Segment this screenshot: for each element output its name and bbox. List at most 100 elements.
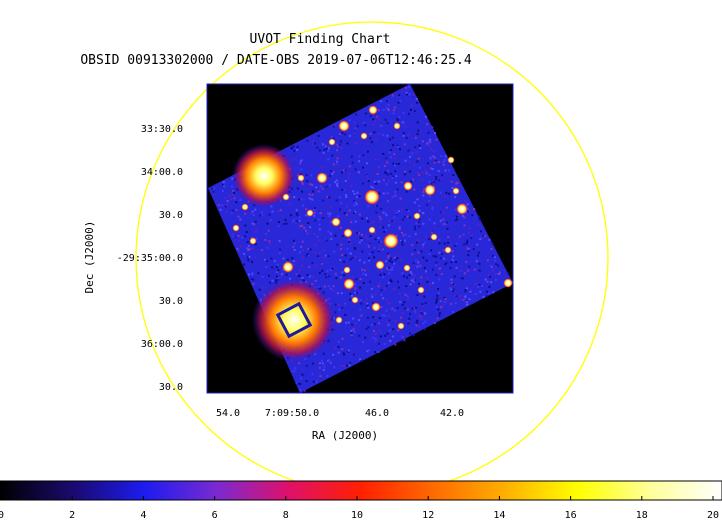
noise-pixel	[292, 245, 295, 248]
noise-pixel	[359, 299, 362, 302]
noise-pixel	[328, 196, 331, 199]
noise-pixel	[358, 334, 361, 337]
noise-pixel	[401, 272, 404, 275]
noise-pixel	[476, 254, 479, 257]
noise-pixel	[366, 174, 368, 177]
noise-pixel	[353, 121, 356, 124]
noise-pixel	[479, 238, 482, 240]
noise-pixel	[355, 203, 358, 206]
noise-pixel	[341, 253, 344, 256]
noise-pixel	[438, 242, 441, 245]
noise-pixel	[376, 180, 379, 183]
noise-pixel	[352, 190, 355, 193]
noise-pixel	[400, 339, 403, 342]
noise-pixel	[276, 210, 279, 213]
noise-pixel	[331, 267, 334, 270]
noise-pixel	[329, 288, 332, 290]
noise-pixel	[309, 183, 312, 186]
noise-pixel	[340, 226, 342, 229]
noise-pixel	[491, 242, 494, 245]
noise-pixel	[412, 262, 415, 265]
noise-pixel	[343, 260, 346, 263]
noise-pixel	[393, 153, 396, 156]
noise-pixel	[426, 123, 429, 126]
noise-pixel	[299, 251, 302, 254]
noise-pixel	[329, 361, 332, 364]
noise-pixel	[446, 227, 449, 230]
noise-pixel	[368, 349, 371, 352]
noise-pixel	[237, 249, 240, 252]
noise-pixel	[372, 316, 375, 319]
noise-pixel	[378, 317, 381, 319]
noise-pixel	[383, 230, 386, 233]
noise-pixel	[450, 281, 453, 284]
noise-pixel	[362, 341, 364, 343]
noise-pixel	[361, 233, 363, 236]
noise-pixel	[497, 273, 500, 275]
noise-pixel	[478, 262, 481, 265]
noise-pixel	[329, 268, 332, 271]
noise-pixel	[362, 282, 365, 284]
noise-pixel	[391, 94, 394, 97]
star	[456, 203, 468, 215]
noise-pixel	[413, 249, 416, 251]
noise-pixel	[367, 306, 370, 309]
noise-pixel	[394, 190, 397, 193]
noise-pixel	[269, 219, 272, 222]
noise-pixel	[311, 184, 314, 186]
noise-pixel	[405, 91, 408, 94]
noise-pixel	[367, 326, 370, 329]
noise-pixel	[420, 310, 423, 313]
noise-pixel	[433, 181, 436, 184]
noise-pixel	[387, 267, 390, 270]
noise-pixel	[251, 210, 254, 213]
noise-pixel	[373, 333, 376, 336]
noise-pixel	[384, 334, 387, 337]
noise-pixel	[292, 260, 295, 263]
noise-pixel	[386, 332, 389, 335]
noise-pixel	[343, 364, 346, 367]
noise-pixel	[285, 222, 288, 225]
noise-pixel	[396, 146, 399, 148]
noise-pixel	[412, 263, 415, 266]
noise-pixel	[363, 261, 366, 264]
noise-pixel	[321, 269, 324, 272]
noise-pixel	[259, 214, 262, 217]
noise-pixel	[375, 332, 378, 334]
noise-pixel	[391, 220, 394, 223]
noise-pixel	[414, 310, 417, 313]
noise-pixel	[422, 243, 425, 246]
noise-pixel	[411, 152, 414, 155]
noise-pixel	[231, 209, 234, 212]
noise-pixel	[377, 342, 380, 345]
noise-pixel	[369, 234, 372, 237]
noise-pixel	[300, 245, 303, 248]
noise-pixel	[346, 364, 348, 367]
noise-pixel	[341, 132, 344, 134]
noise-pixel	[401, 208, 404, 211]
noise-pixel	[276, 271, 279, 274]
noise-pixel	[305, 254, 308, 257]
noise-pixel	[422, 194, 425, 197]
noise-pixel	[398, 227, 401, 230]
noise-pixel	[299, 388, 302, 391]
noise-pixel	[254, 230, 257, 233]
noise-pixel	[362, 154, 365, 157]
noise-pixel	[467, 203, 469, 206]
noise-pixel	[442, 305, 444, 308]
noise-pixel	[393, 341, 396, 344]
noise-pixel	[389, 340, 392, 342]
noise-pixel	[298, 219, 301, 222]
noise-pixel	[416, 101, 419, 104]
noise-pixel	[486, 259, 489, 262]
noise-pixel	[385, 309, 388, 312]
noise-pixel	[422, 222, 425, 225]
noise-pixel	[389, 219, 391, 222]
noise-pixel	[444, 195, 447, 198]
noise-pixel	[471, 214, 474, 217]
noise-pixel	[380, 125, 383, 127]
noise-pixel	[265, 266, 268, 268]
noise-pixel	[408, 274, 411, 277]
noise-pixel	[402, 275, 405, 278]
